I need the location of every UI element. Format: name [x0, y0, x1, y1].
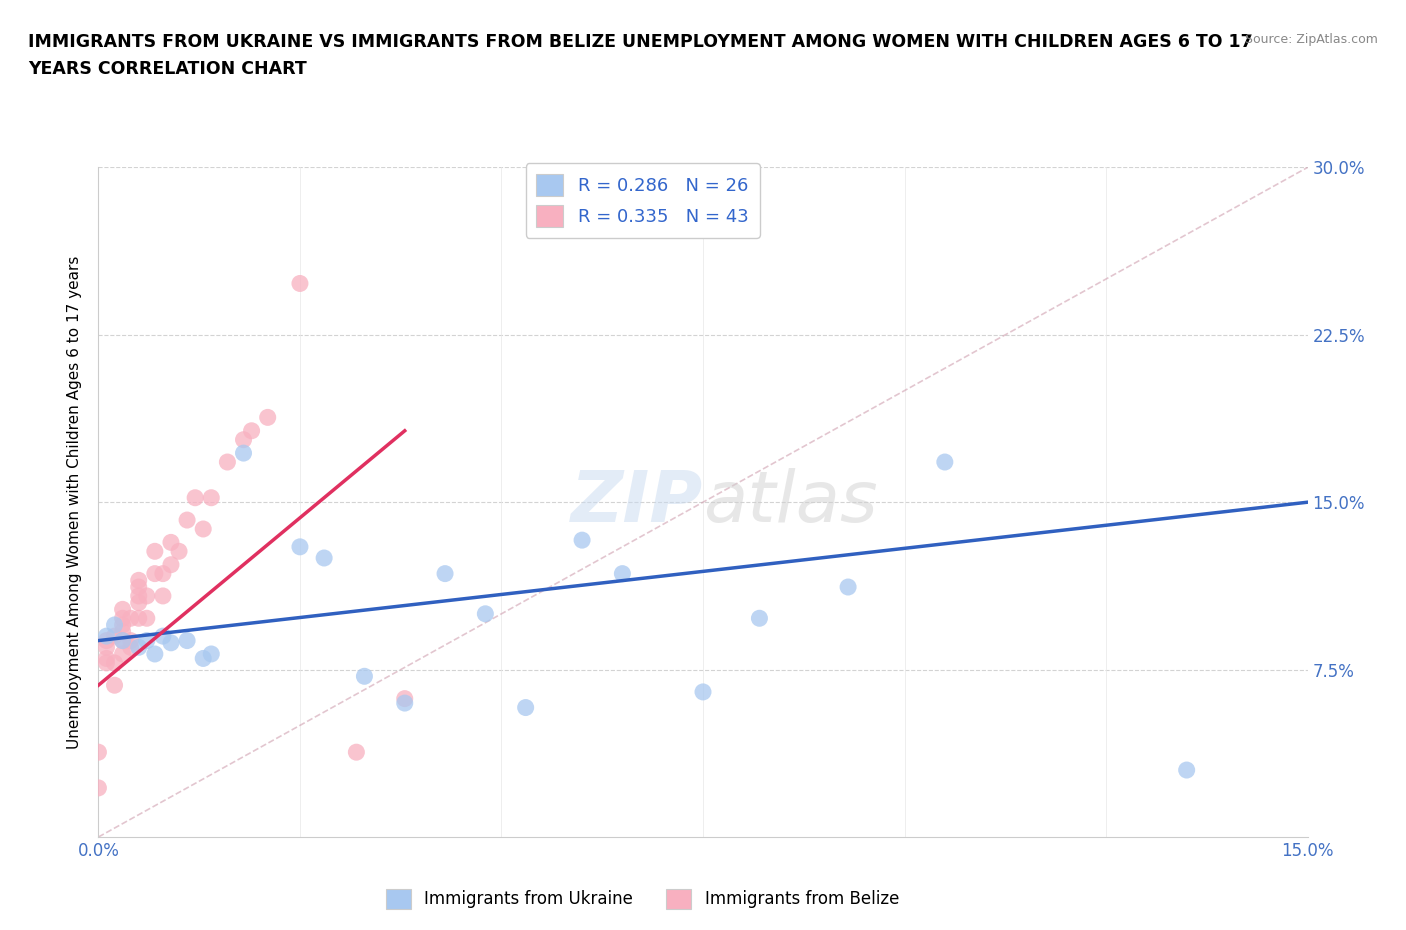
Point [692, 684, 714, 699]
Point [232, 445, 254, 460]
Point [111, 618, 134, 632]
Point [96, 640, 118, 655]
Point [160, 557, 183, 572]
Point [111, 611, 134, 626]
Point [232, 432, 254, 447]
Point [176, 512, 198, 527]
Point [87, 780, 110, 795]
Point [571, 533, 593, 548]
Point [217, 455, 239, 470]
Point [96, 656, 118, 671]
Point [120, 640, 142, 655]
Point [193, 522, 215, 537]
Point [143, 544, 166, 559]
Point [314, 551, 336, 565]
Point [120, 611, 142, 626]
Point [434, 566, 457, 581]
Point [111, 633, 134, 648]
Point [87, 745, 110, 760]
Point [143, 566, 166, 581]
Point [120, 633, 142, 648]
Point [135, 611, 157, 626]
Point [96, 651, 118, 666]
Point [167, 544, 190, 559]
Point [612, 566, 634, 581]
Point [152, 589, 174, 604]
Point [143, 646, 166, 661]
Point [128, 579, 150, 594]
Point [111, 624, 134, 639]
Point [111, 646, 134, 661]
Point [152, 566, 174, 581]
Point [152, 629, 174, 644]
Point [934, 455, 956, 470]
Point [103, 618, 125, 632]
Point [1175, 763, 1198, 777]
Text: IMMIGRANTS FROM UKRAINE VS IMMIGRANTS FROM BELIZE UNEMPLOYMENT AMONG WOMEN WITH : IMMIGRANTS FROM UKRAINE VS IMMIGRANTS FR… [28, 33, 1253, 50]
Point [128, 589, 150, 604]
Point [200, 490, 222, 505]
Point [176, 633, 198, 648]
Point [160, 535, 183, 550]
Point [515, 700, 537, 715]
Text: YEARS CORRELATION CHART: YEARS CORRELATION CHART [28, 60, 307, 78]
Point [193, 651, 215, 666]
Point [394, 696, 416, 711]
Text: Source: ZipAtlas.com: Source: ZipAtlas.com [1244, 33, 1378, 46]
Y-axis label: Unemployment Among Women with Children Ages 6 to 17 years: Unemployment Among Women with Children A… [67, 256, 83, 749]
Point [96, 629, 118, 644]
Point [128, 640, 150, 655]
Point [288, 539, 311, 554]
Point [474, 606, 496, 621]
Point [128, 595, 150, 610]
Point [103, 629, 125, 644]
Point [256, 410, 278, 425]
Point [748, 611, 770, 626]
Text: atlas: atlas [703, 468, 877, 537]
Point [103, 678, 125, 693]
Point [111, 633, 134, 648]
Point [135, 633, 157, 648]
Legend: Immigrants from Ukraine, Immigrants from Belize: Immigrants from Ukraine, Immigrants from… [380, 882, 905, 916]
Point [184, 490, 207, 505]
Point [394, 691, 416, 706]
Point [353, 669, 375, 684]
Point [96, 633, 118, 648]
Point [111, 602, 134, 617]
Point [103, 656, 125, 671]
Point [128, 573, 150, 588]
Point [128, 611, 150, 626]
Point [160, 635, 183, 650]
Point [837, 579, 859, 594]
Point [200, 646, 222, 661]
Text: ZIP: ZIP [571, 468, 703, 537]
Point [288, 276, 311, 291]
Point [240, 423, 263, 438]
Point [135, 589, 157, 604]
Point [344, 745, 367, 760]
